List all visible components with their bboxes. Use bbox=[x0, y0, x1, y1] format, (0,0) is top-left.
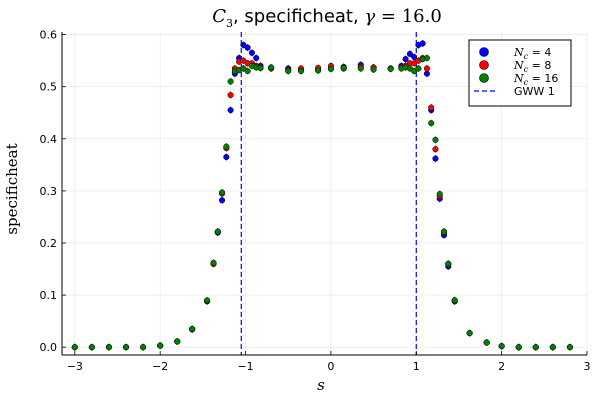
x-axis-title: s bbox=[317, 376, 325, 394]
data-point-series-3 bbox=[327, 65, 334, 73]
data-point-series-3 bbox=[423, 54, 430, 62]
x-tick-label: 3 bbox=[584, 360, 591, 373]
data-point-series-2 bbox=[432, 146, 439, 153]
data-point-series-3 bbox=[515, 344, 522, 351]
data-point-series-1 bbox=[227, 107, 234, 114]
data-point-series-3 bbox=[71, 344, 78, 351]
x-tick-label: 1 bbox=[413, 360, 420, 373]
data-point-series-3 bbox=[415, 65, 422, 72]
data-point-series-3 bbox=[214, 228, 221, 235]
data-point-series-3 bbox=[440, 228, 448, 235]
data-point-series-3 bbox=[428, 120, 435, 127]
data-point-series-3 bbox=[451, 297, 458, 304]
title-lead: C bbox=[212, 6, 226, 27]
y-tick-label: 0.5 bbox=[40, 81, 58, 94]
data-point-series-3 bbox=[88, 344, 95, 351]
data-point-series-1 bbox=[244, 44, 251, 51]
legend-label: Nc = 8 bbox=[513, 59, 551, 74]
y-tick-label: 0.0 bbox=[40, 341, 58, 354]
legend-label: Nc = 16 bbox=[513, 72, 558, 87]
data-point-series-3 bbox=[244, 68, 251, 75]
legend-marker bbox=[479, 60, 489, 70]
data-point-series-3 bbox=[257, 64, 264, 71]
data-point-series-3 bbox=[498, 343, 505, 350]
legend-label: Nc = 4 bbox=[513, 46, 551, 61]
data-point-series-3 bbox=[174, 338, 181, 345]
y-axis-title: specificheat bbox=[3, 143, 21, 234]
chart-title: C3, specificheat, γ = 16.0 bbox=[212, 6, 442, 30]
data-point-series-1 bbox=[419, 40, 426, 47]
data-point-series-3 bbox=[532, 344, 539, 351]
data-point-series-3 bbox=[297, 68, 305, 75]
x-tick-label: −2 bbox=[152, 360, 168, 373]
axes bbox=[61, 32, 588, 356]
data-point-series-3 bbox=[227, 78, 234, 85]
data-point-series-1 bbox=[402, 56, 409, 63]
title-lead-sub: 3 bbox=[226, 17, 233, 30]
x-tick-label: 2 bbox=[498, 360, 505, 373]
legend-marker bbox=[479, 73, 489, 83]
data-point-series-3 bbox=[189, 325, 196, 333]
data-point-series-3 bbox=[387, 65, 394, 73]
legend-marker bbox=[479, 47, 489, 57]
data-point-series-3 bbox=[204, 297, 211, 304]
data-point-series-3 bbox=[140, 344, 147, 351]
reference-lines bbox=[240, 32, 417, 355]
data-points bbox=[71, 39, 573, 351]
data-point-series-2 bbox=[428, 104, 435, 111]
x-tick-label: 0 bbox=[327, 360, 334, 373]
y-tick-label: 0.1 bbox=[40, 289, 58, 302]
data-point-series-3 bbox=[466, 330, 473, 337]
y-tick-label: 0.6 bbox=[40, 29, 58, 42]
tick-labels: −3 −2 −1 0 1 2 3 0.0 0.1 0.2 0.3 0.4 0.5 0.6 bbox=[40, 29, 591, 373]
data-point-series-3 bbox=[340, 64, 347, 71]
data-point-series-1 bbox=[253, 54, 260, 62]
data-point-series-3 bbox=[432, 136, 439, 143]
data-point-series-3 bbox=[122, 344, 130, 351]
data-point-series-3 bbox=[285, 68, 292, 75]
legend-label: GWW 1 bbox=[514, 85, 555, 98]
data-point-series-3 bbox=[483, 339, 490, 346]
data-point-series-3 bbox=[436, 190, 443, 198]
y-tick-label: 0.4 bbox=[40, 133, 58, 146]
data-point-series-3 bbox=[219, 189, 226, 196]
x-tick-label: −3 bbox=[67, 360, 83, 373]
data-point-series-3 bbox=[315, 67, 322, 74]
data-point-series-3 bbox=[357, 65, 364, 72]
data-point-series-3 bbox=[549, 344, 556, 351]
data-point-series-1 bbox=[219, 197, 226, 204]
data-point-series-1 bbox=[432, 155, 439, 162]
data-point-series-1 bbox=[223, 153, 230, 161]
data-point-series-1 bbox=[406, 50, 413, 57]
y-tick-label: 0.2 bbox=[40, 237, 58, 250]
data-point-series-3 bbox=[210, 259, 217, 266]
title-middle: , specificheat, bbox=[233, 6, 364, 27]
title-tail: = 16.0 bbox=[375, 6, 442, 27]
x-tick-label: −1 bbox=[237, 360, 253, 373]
data-point-series-1 bbox=[248, 49, 255, 56]
data-point-series-2 bbox=[227, 91, 234, 99]
data-point-series-3 bbox=[445, 260, 452, 267]
data-point-series-3 bbox=[105, 344, 113, 351]
data-point-series-3 bbox=[223, 143, 230, 150]
data-point-series-3 bbox=[370, 66, 377, 73]
data-point-series-3 bbox=[157, 342, 164, 349]
data-point-series-3 bbox=[566, 344, 573, 351]
y-tick-label: 0.3 bbox=[40, 185, 58, 198]
data-point-series-2 bbox=[423, 65, 430, 72]
title-gamma: γ bbox=[364, 6, 375, 27]
data-point-series-3 bbox=[268, 64, 275, 71]
